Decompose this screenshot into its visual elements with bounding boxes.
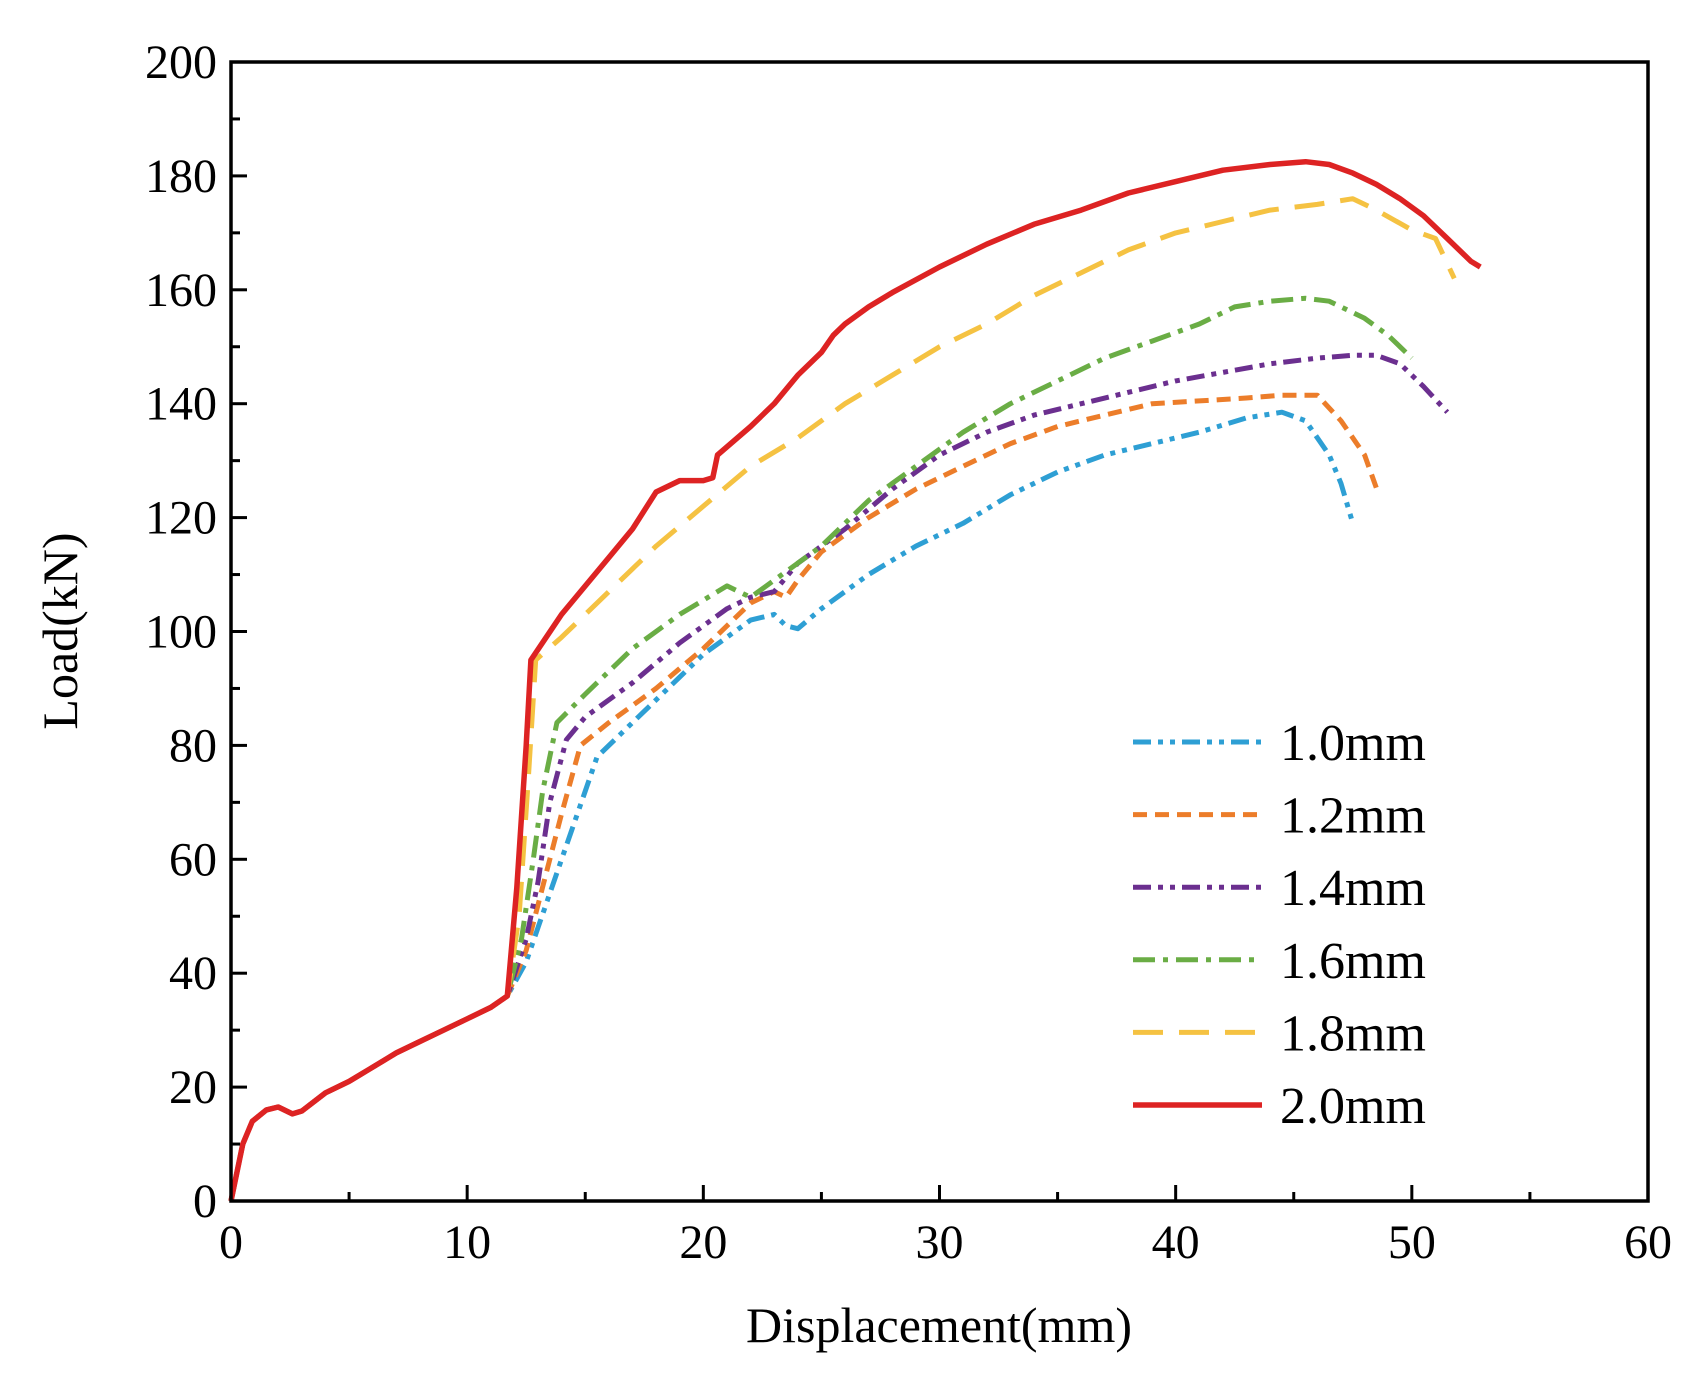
legend: 1.0mm 1.2mm 1.4mm 1.6mm 1.8mm 2.0mm bbox=[1133, 715, 1426, 1135]
legend-label-1-6mm: 1.6mm bbox=[1280, 933, 1426, 990]
legend-label-2-0mm: 2.0mm bbox=[1280, 1078, 1426, 1135]
x-axis-title: Displacement(mm) bbox=[746, 1297, 1132, 1353]
axis-ticks bbox=[229, 60, 1650, 1203]
y-tick-label: 120 bbox=[145, 492, 217, 545]
series-line-1-2mm bbox=[228, 392, 1382, 1202]
legend-label-1-2mm: 1.2mm bbox=[1280, 788, 1426, 845]
legend-label-1-4mm: 1.4mm bbox=[1280, 860, 1426, 917]
series-line-1-0mm bbox=[228, 409, 1356, 1202]
y-tick-label: 200 bbox=[145, 36, 217, 89]
x-tick-label: 30 bbox=[916, 1216, 964, 1269]
y-tick-label: 100 bbox=[145, 606, 217, 659]
legend-label-1-0mm: 1.0mm bbox=[1280, 715, 1426, 772]
y-tick-label: 40 bbox=[169, 947, 217, 1000]
y-tick-label: 0 bbox=[193, 1175, 217, 1228]
x-tick-labels: 0 10 20 30 40 50 60 bbox=[219, 1216, 1672, 1269]
y-tick-label: 180 bbox=[145, 150, 217, 203]
series-line-2-0mm bbox=[228, 158, 1482, 1202]
x-tick-label: 20 bbox=[679, 1216, 727, 1269]
x-tick-label: 0 bbox=[219, 1216, 243, 1269]
x-tick-label: 40 bbox=[1152, 1216, 1200, 1269]
x-tick-label: 60 bbox=[1624, 1216, 1672, 1269]
x-tick-label: 50 bbox=[1388, 1216, 1436, 1269]
y-tick-label: 80 bbox=[169, 719, 217, 772]
y-tick-label: 20 bbox=[169, 1061, 217, 1114]
legend-label-1-8mm: 1.8mm bbox=[1280, 1005, 1426, 1062]
series-line-1-4mm bbox=[228, 352, 1450, 1202]
y-tick-label: 60 bbox=[169, 833, 217, 886]
y-tick-labels: 0 20 40 60 80 100 120 140 160 180 200 bbox=[145, 36, 217, 1228]
y-tick-label: 160 bbox=[145, 264, 217, 317]
x-tick-label: 10 bbox=[443, 1216, 491, 1269]
series-layer bbox=[228, 158, 1482, 1202]
y-tick-label: 140 bbox=[145, 378, 217, 431]
y-axis-title: Load(kN) bbox=[32, 532, 88, 729]
